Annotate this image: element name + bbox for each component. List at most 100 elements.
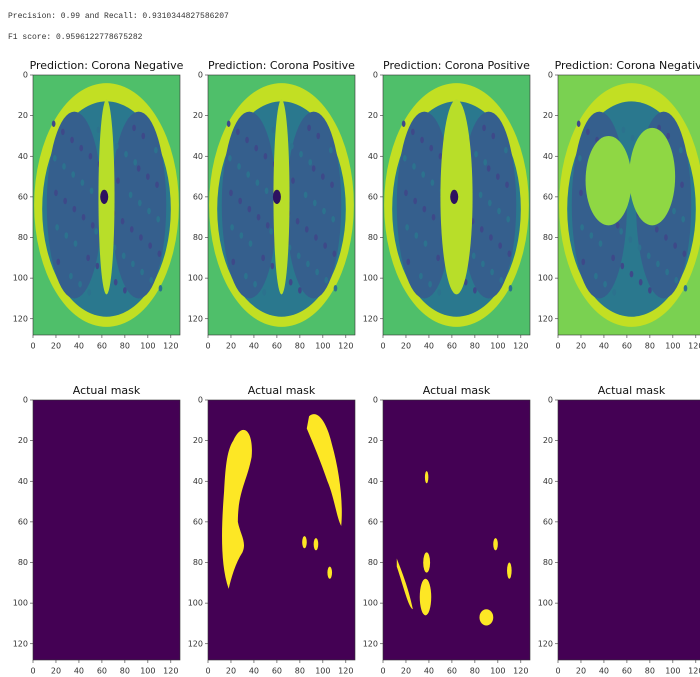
y-tick-label: 0 (198, 396, 203, 405)
texture (87, 289, 91, 296)
panel-title: Actual mask (423, 384, 491, 397)
texture (228, 155, 232, 162)
texture (305, 226, 309, 233)
texture (139, 234, 143, 241)
heart (586, 136, 632, 225)
x-tick-label: 100 (315, 667, 330, 676)
texture (61, 129, 65, 136)
texture (474, 151, 478, 158)
texture (115, 143, 119, 150)
texture (71, 171, 75, 178)
texture (411, 129, 415, 136)
texture (680, 181, 684, 188)
texture (159, 285, 163, 292)
texture (577, 121, 581, 128)
y-tick-label: 60 (193, 192, 203, 201)
texture (157, 251, 161, 258)
texture (129, 192, 133, 199)
y-tick-label: 80 (18, 558, 28, 567)
mask-background (383, 400, 530, 660)
texture (639, 279, 643, 286)
texture (121, 218, 125, 225)
y-tick-label: 0 (548, 71, 553, 80)
texture (316, 133, 320, 140)
texture (304, 192, 308, 199)
texture (684, 285, 688, 292)
texture (230, 224, 234, 231)
airway (450, 190, 458, 204)
y-tick-label: 0 (23, 396, 28, 405)
texture (479, 192, 483, 199)
texture (74, 240, 78, 247)
x-tick-label: 40 (599, 342, 609, 351)
texture (679, 147, 683, 154)
y-tick-label: 100 (538, 274, 553, 283)
texture (483, 159, 487, 166)
x-tick-label: 20 (576, 667, 586, 676)
texture (481, 261, 485, 268)
texture (154, 147, 158, 154)
texture (603, 281, 607, 288)
x-tick-label: 100 (140, 667, 155, 676)
panel-image (558, 400, 700, 660)
texture (313, 200, 317, 207)
texture (146, 173, 150, 180)
texture (262, 289, 266, 296)
y-tick-label: 80 (543, 233, 553, 242)
texture (402, 121, 406, 128)
x-tick-label: 20 (51, 342, 61, 351)
y-tick-label: 20 (368, 111, 378, 120)
y-tick-label: 120 (13, 314, 28, 323)
texture (314, 234, 318, 241)
texture (308, 159, 312, 166)
mask-region (425, 471, 428, 483)
mask-region (327, 567, 332, 579)
texture (78, 281, 82, 288)
x-tick-label: 100 (665, 342, 680, 351)
texture (148, 242, 152, 249)
texture (138, 200, 142, 207)
texture (155, 181, 159, 188)
y-tick-label: 80 (368, 233, 378, 242)
texture (245, 137, 249, 144)
texture (487, 165, 491, 172)
y-tick-label: 0 (23, 71, 28, 80)
mask-region (507, 563, 512, 579)
texture (334, 285, 338, 292)
texture (489, 234, 493, 241)
x-tick-label: 80 (120, 667, 130, 676)
x-tick-label: 40 (424, 342, 434, 351)
panel-image (383, 400, 530, 660)
texture (315, 269, 319, 276)
x-tick-label: 60 (447, 667, 457, 676)
texture (631, 135, 635, 142)
x-tick-label: 20 (226, 667, 236, 676)
texture (89, 153, 93, 160)
y-tick-label: 80 (193, 558, 203, 567)
texture (239, 232, 243, 239)
y-tick-label: 60 (18, 192, 28, 201)
texture (63, 198, 67, 205)
x-tick-label: 120 (688, 667, 700, 676)
y-tick-label: 120 (13, 639, 28, 648)
texture (507, 251, 511, 258)
texture (272, 127, 276, 134)
y-tick-label: 80 (193, 233, 203, 242)
texture (428, 281, 432, 288)
texture (498, 242, 502, 249)
y-tick-label: 0 (548, 396, 553, 405)
texture (94, 228, 98, 235)
y-tick-label: 120 (363, 639, 378, 648)
texture (147, 208, 151, 215)
texture (648, 287, 652, 294)
y-tick-label: 100 (363, 599, 378, 608)
x-tick-label: 60 (622, 342, 632, 351)
texture (82, 214, 86, 221)
mask-region (423, 552, 430, 572)
x-tick-label: 0 (380, 667, 385, 676)
x-tick-label: 20 (576, 342, 586, 351)
texture (594, 273, 598, 280)
texture (95, 263, 99, 270)
x-tick-label: 40 (424, 667, 434, 676)
texture (231, 259, 235, 266)
